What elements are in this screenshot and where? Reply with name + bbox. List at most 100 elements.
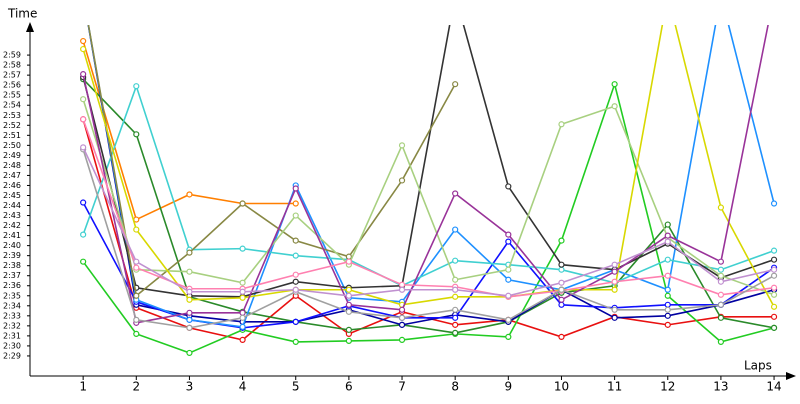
point	[664, 312, 671, 319]
point	[292, 318, 299, 325]
point	[345, 301, 352, 308]
x-tick-label: 5	[292, 380, 300, 394]
point	[186, 288, 193, 295]
point	[239, 245, 246, 252]
point	[611, 278, 618, 285]
point	[558, 261, 565, 268]
point	[345, 258, 352, 265]
x-tick-label: 12	[660, 380, 675, 394]
point	[80, 231, 87, 238]
x-tick-label: 9	[505, 380, 513, 394]
point	[717, 278, 725, 285]
series-line	[87, 25, 775, 328]
point	[770, 291, 778, 298]
point	[292, 286, 299, 293]
point	[133, 226, 140, 233]
point	[770, 272, 778, 279]
y-tick-label: 2:59	[3, 51, 21, 60]
point	[664, 286, 671, 293]
point	[558, 266, 565, 273]
point	[292, 278, 299, 285]
y-tick-label: 2:46	[3, 181, 21, 190]
y-tick-label: 2:43	[3, 211, 21, 220]
series-line	[82, 98, 775, 296]
series-line	[82, 83, 775, 287]
point	[80, 144, 87, 151]
y-tick-label: 2:31	[3, 331, 21, 340]
point	[186, 268, 193, 275]
point	[239, 200, 246, 207]
point	[558, 121, 565, 128]
point	[398, 286, 406, 293]
point	[770, 284, 778, 291]
point	[611, 81, 618, 88]
y-axis-arrow	[26, 22, 34, 32]
point	[398, 306, 406, 313]
point	[239, 336, 246, 343]
point	[80, 37, 87, 45]
point	[452, 321, 459, 328]
point	[611, 268, 618, 275]
y-tick-label: 2:38	[3, 261, 21, 270]
point	[452, 190, 459, 197]
x-axis-title: Laps	[744, 359, 772, 373]
point	[770, 324, 778, 331]
y-tick-label: 2:36	[3, 281, 21, 290]
y-tick-label: 2:40	[3, 241, 21, 250]
point	[186, 309, 193, 316]
point	[239, 323, 246, 330]
series-line	[82, 147, 775, 297]
y-tick-label: 2:44	[3, 201, 21, 210]
point	[80, 258, 87, 265]
point	[505, 266, 512, 273]
point	[292, 200, 299, 207]
point	[239, 309, 246, 316]
y-tick-label: 2:53	[3, 111, 21, 120]
y-tick-label: 2:35	[3, 291, 21, 300]
point	[717, 301, 725, 308]
x-tick-label: 6	[345, 380, 353, 394]
x-axis-arrow	[786, 372, 796, 380]
y-tick-label: 2:50	[3, 141, 21, 150]
point	[505, 238, 512, 245]
x-tick-label: 7	[398, 380, 406, 394]
series-line	[82, 118, 775, 298]
point	[611, 103, 618, 110]
point	[558, 296, 565, 303]
y-tick-label: 2:58	[3, 61, 21, 70]
point	[398, 177, 406, 184]
series-line	[87, 25, 456, 298]
y-axis-title: Time	[7, 7, 37, 21]
y-tick-label: 2:39	[3, 251, 21, 260]
point	[558, 279, 565, 286]
point	[770, 200, 778, 207]
point	[664, 292, 671, 299]
y-tick-label: 2:57	[3, 71, 21, 80]
point	[345, 253, 352, 260]
point	[717, 272, 725, 279]
point	[558, 301, 565, 308]
point	[664, 306, 671, 313]
point	[133, 330, 140, 337]
point	[239, 314, 246, 321]
point	[664, 321, 671, 328]
point	[717, 204, 725, 211]
point	[345, 286, 352, 293]
point	[239, 294, 246, 301]
point	[292, 237, 299, 244]
point	[505, 231, 512, 238]
point	[558, 333, 565, 340]
x-tick-label: 8	[451, 380, 459, 394]
point	[717, 258, 725, 265]
point	[664, 221, 671, 228]
y-tick-label: 2:42	[3, 221, 21, 230]
point	[664, 238, 671, 245]
point	[292, 212, 299, 219]
point	[239, 288, 246, 295]
point	[770, 266, 778, 273]
point	[664, 256, 671, 263]
point	[133, 131, 140, 138]
point	[505, 183, 512, 190]
point	[664, 301, 671, 308]
